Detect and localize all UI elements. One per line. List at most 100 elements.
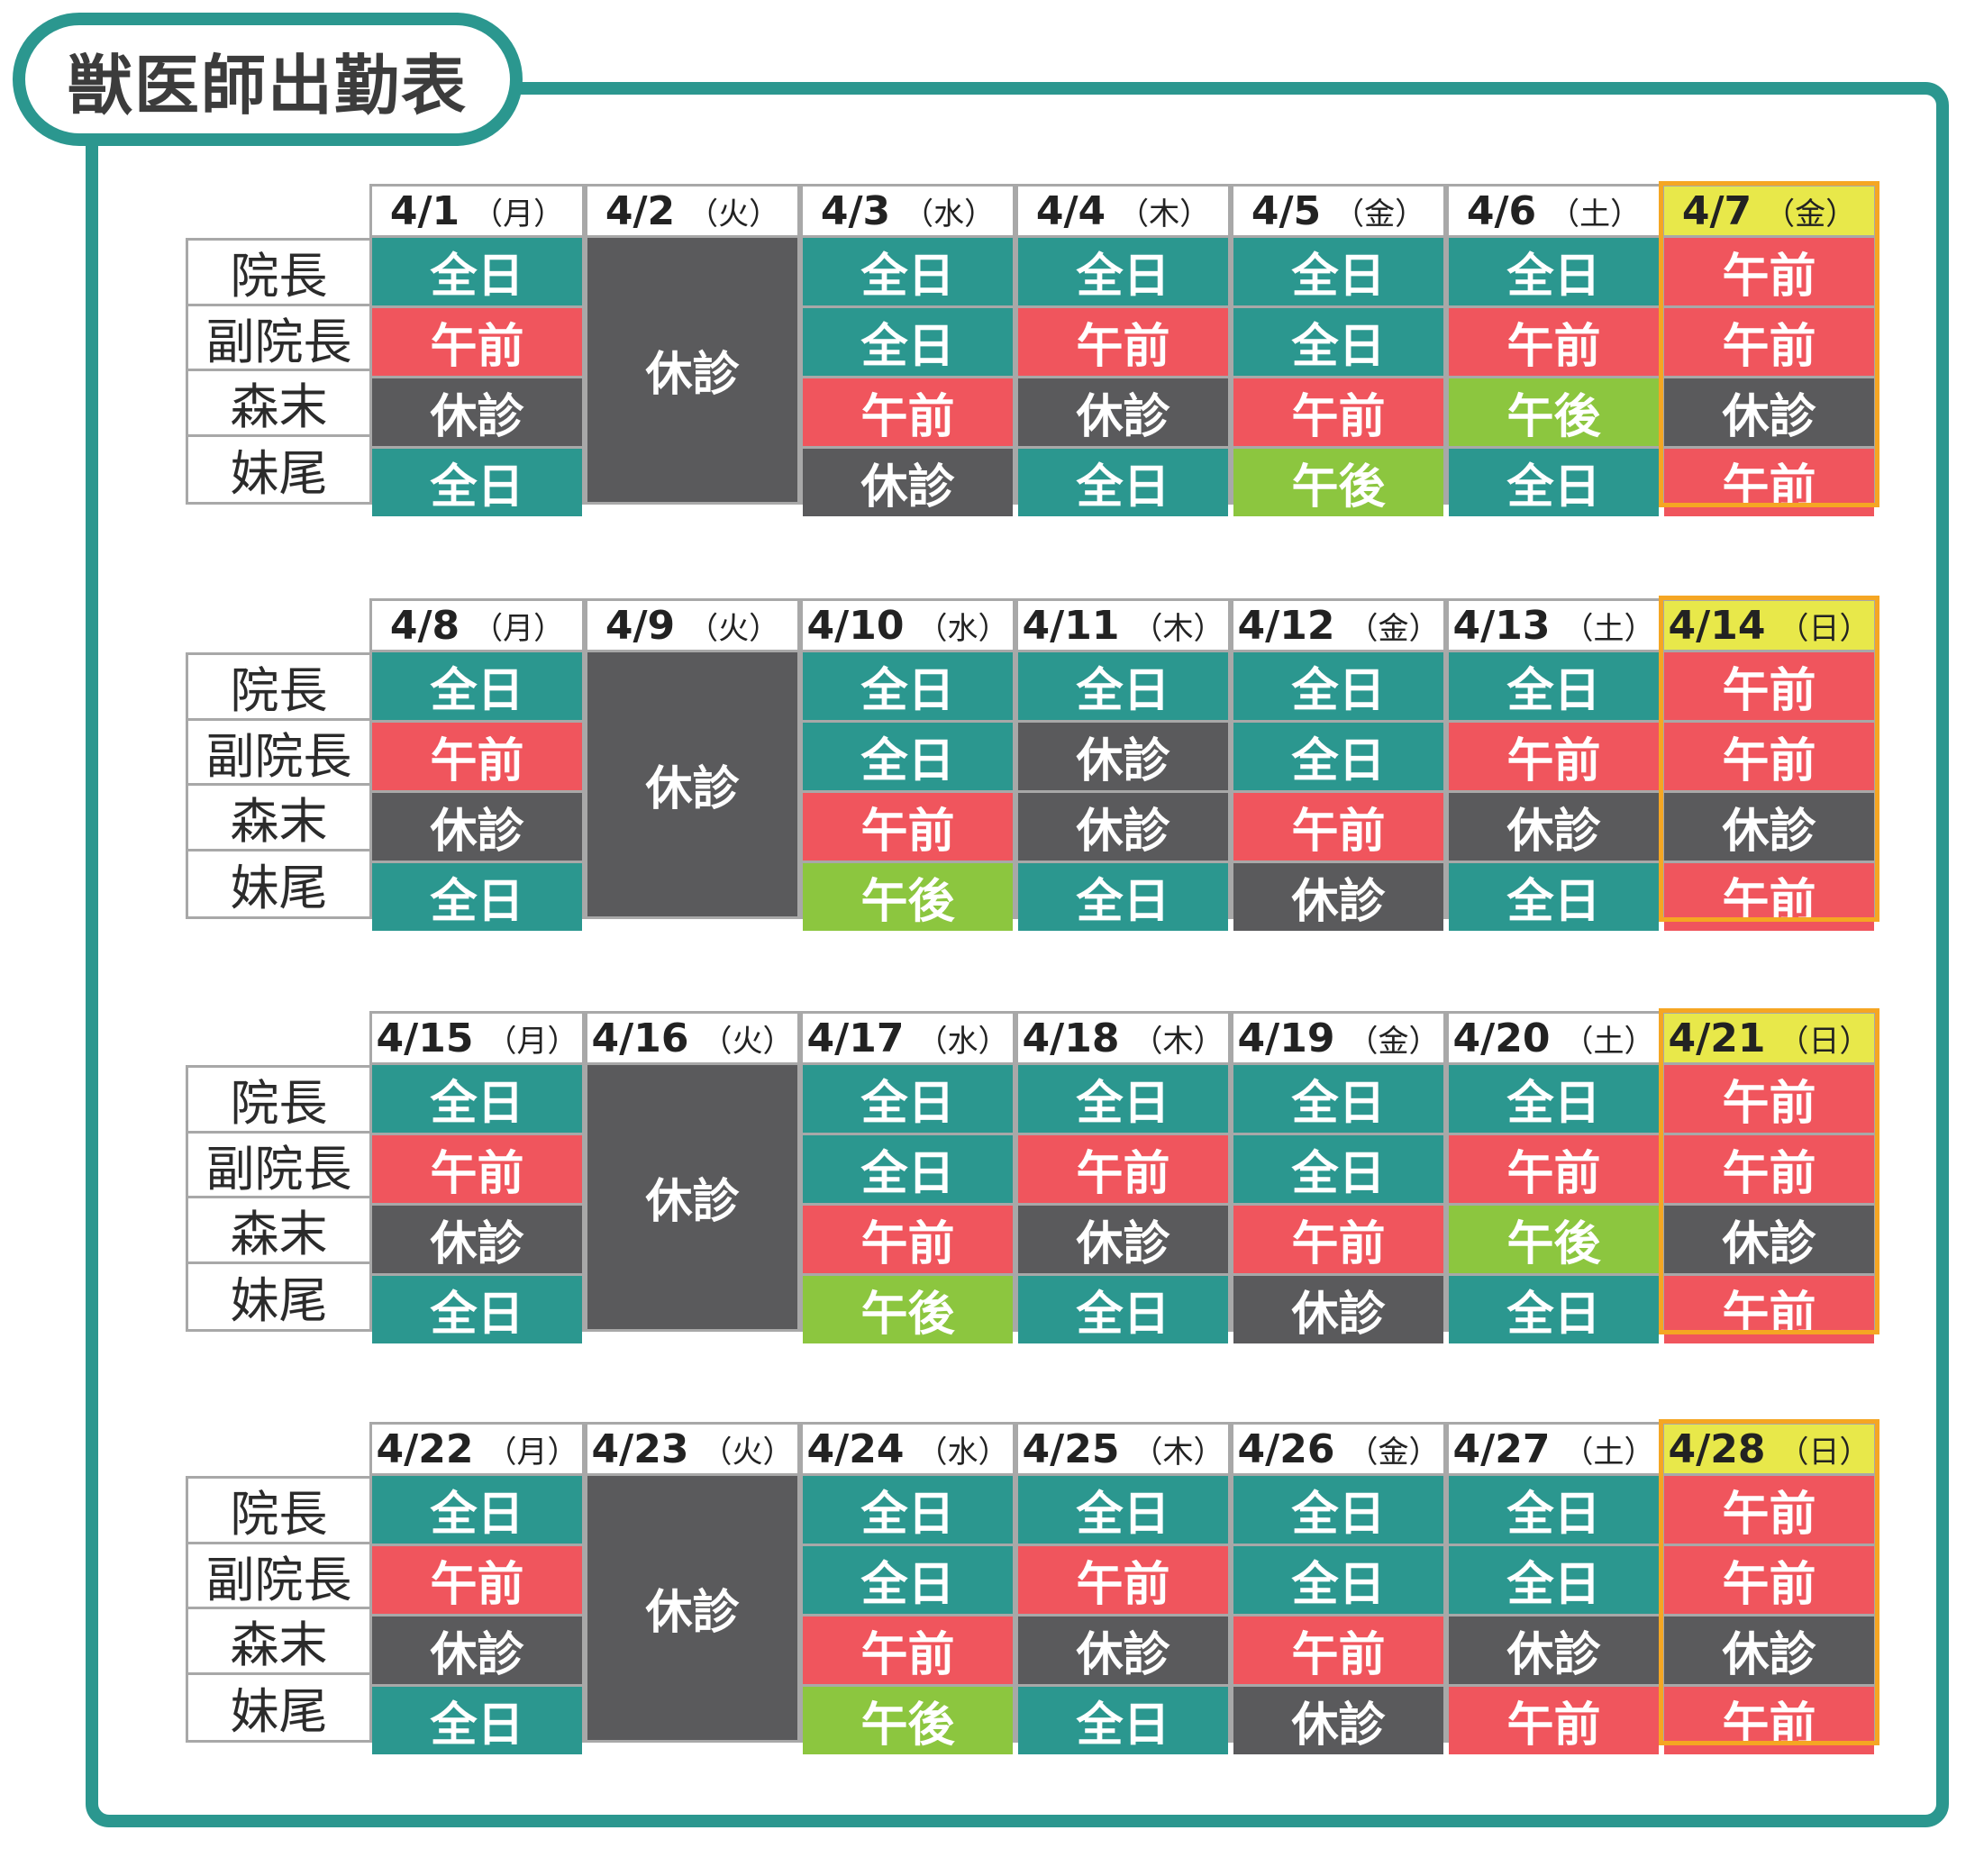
day-column: 4/17 （水） 全日 全日 午前 午後 [800,1011,1015,1343]
day-column: 4/25 （木） 全日 午前 休診 全日 [1015,1422,1231,1754]
day-header: 4/24 （水） [800,1422,1015,1476]
day-status-cells: 全日 全日 午前 休診 [1231,1065,1446,1343]
shift-status-cell: 午前 [1664,1687,1874,1754]
shift-status-cell: 全日 [1018,1476,1228,1544]
doctor-name: 森末 [188,786,369,851]
shift-status-cell: 午前 [803,793,1013,861]
day-date: 4/22 [376,1425,474,1472]
day-column: 4/19 （金） 全日 全日 午前 休診 [1231,1011,1446,1343]
day-header: 4/3 （水） [800,184,1015,238]
day-header: 4/13 （土） [1446,598,1661,652]
shift-status-cell: 午前 [1233,793,1443,861]
shift-status-cell: 全日 [803,1476,1013,1544]
shift-status-cell: 休診 [1018,793,1228,861]
shift-status-cell: 午後 [803,863,1013,931]
day-column: 4/20 （土） 全日 午前 午後 全日 [1446,1011,1661,1343]
page-title: 獣医師出勤表 [67,47,468,123]
day-status-cells: 午前 午前 休診 午前 [1661,1476,1877,1754]
doctor-name: 院長 [188,241,369,306]
shift-status-cell: 全日 [1449,1276,1659,1343]
day-column: 4/5 （金） 全日 全日 午前 午後 [1231,184,1446,516]
shift-status-cell: 午前 [1664,308,1874,376]
shift-status-cell: 午前 [803,1206,1013,1273]
week-table: 院長 副院長 森末 妹尾 4/1 （月） 全日 午前 休診 全日 4/2 （火） 休診 4/3 （水） 全日全… [186,181,1879,516]
shift-status-cell: 午前 [1449,1687,1659,1754]
day-header: 4/25 （木） [1015,1422,1231,1476]
doctor-name: 森末 [188,1609,369,1675]
day-column: 4/1 （月） 全日 午前 休診 全日 [369,184,585,516]
shift-status-cell: 全日 [372,1687,582,1754]
day-status-cells: 午前 午前 休診 午前 [1661,652,1877,931]
day-of-week: （金） [1333,196,1426,232]
shift-status-cell: 全日 [372,449,582,516]
shift-status-cell: 午前 [1664,863,1874,931]
day-column: 4/26 （金） 全日 全日 午前 休診 [1231,1422,1446,1754]
doctor-name: 妹尾 [230,445,328,503]
day-header: 4/16 （火） [585,1011,800,1065]
day-header: 4/23 （火） [585,1422,800,1476]
day-column: 4/2 （火） 休診 [585,184,800,505]
doctor-name: 副院長 [188,721,369,786]
shift-status-cell: 全日 [1233,238,1443,305]
shift-status-cell: 全日 [1018,1276,1228,1343]
day-header: 4/11 （木） [1015,598,1231,652]
day-of-week: （月） [486,1434,578,1471]
day-status-cells: 全日 午前 休診 全日 [369,1065,585,1343]
day-date: 4/14 [1668,602,1766,649]
doctor-name: 森末 [188,1198,369,1264]
shift-status-cell: 全日 [803,308,1013,376]
shift-status-cell: 午後 [803,1687,1013,1754]
shift-status-cell: 午前 [1233,1206,1443,1273]
day-status-cells: 全日 全日 午前 休診 [800,238,1015,516]
day-header: 4/9 （火） [585,598,800,652]
shift-status-cell: 午前 [372,308,582,376]
day-date: 4/12 [1237,602,1335,649]
shift-status-cell: 休診 [1664,793,1874,861]
shift-status-cell: 休診 [1233,1687,1443,1754]
day-column: 4/28 （日） 午前 午前 休診 午前 [1659,1419,1879,1754]
shift-status-cell: 全日 [803,1135,1013,1203]
day-status-cells: 全日 全日 午前 休診 [1231,1476,1446,1754]
shift-status-cell: 休診 [1449,793,1659,861]
shift-status-cell: 午後 [1449,1206,1659,1273]
day-column: 4/18 （木） 全日 午前 休診 全日 [1015,1011,1231,1343]
shift-status-cell: 午前 [1233,1616,1443,1684]
shift-status-cell: 午前 [1449,308,1659,376]
day-of-week: （土） [1562,1023,1655,1060]
day-header: 4/4 （木） [1015,184,1231,238]
day-column: 4/6 （土） 全日 午前 午後 全日 [1446,184,1661,516]
day-of-week: （土） [1562,610,1655,647]
day-header: 4/15 （月） [369,1011,585,1065]
shift-status-cell: 午前 [1664,652,1874,720]
shift-status-cell: 全日 [1233,723,1443,790]
shift-status-cell: 休診 [1664,378,1874,446]
shift-status-cell: 午前 [1018,1546,1228,1614]
day-column: 4/22 （月） 全日 午前 休診 全日 [369,1422,585,1754]
shift-status-cell: 全日 [803,1065,1013,1133]
day-column: 4/8 （月） 全日 午前 休診 全日 [369,598,585,931]
day-column: 4/7 （金） 午前 午前 休診 午前 [1659,181,1879,516]
shift-status-cell: 休診 [1018,723,1228,790]
day-column: 4/11 （木） 全日 休診 休診 全日 [1015,598,1231,931]
clinic-closed-cell: 休診 [585,238,800,505]
shift-status-cell: 休診 [372,793,582,861]
shift-status-cell: 全日 [1233,308,1443,376]
shift-status-cell: 全日 [803,652,1013,720]
shift-status-cell: 全日 [372,1476,582,1544]
day-of-week: （日） [1778,1434,1870,1471]
shift-status-cell: 全日 [372,1065,582,1133]
clinic-closed-cell: 休診 [585,652,800,919]
shift-status-cell: 全日 [803,238,1013,305]
shift-status-cell: 午後 [803,1276,1013,1343]
doctor-name-column: 院長 副院長 森末 妹尾 [186,1476,369,1743]
day-column: 4/10 （水） 全日 全日 午前 午後 [800,598,1015,931]
shift-status-cell: 休診 [1449,1616,1659,1684]
day-header: 4/8 （月） [369,598,585,652]
day-status-cells: 全日 午前 休診 全日 [1015,238,1231,516]
day-status-cells: 全日 全日 午前 午後 [800,652,1015,931]
title-badge: 獣医師出勤表 [13,13,523,146]
day-date: 4/27 [1452,1425,1551,1472]
day-date: 4/9 [605,602,676,649]
day-date: 4/24 [806,1425,905,1472]
shift-status-cell: 午前 [1018,308,1228,376]
